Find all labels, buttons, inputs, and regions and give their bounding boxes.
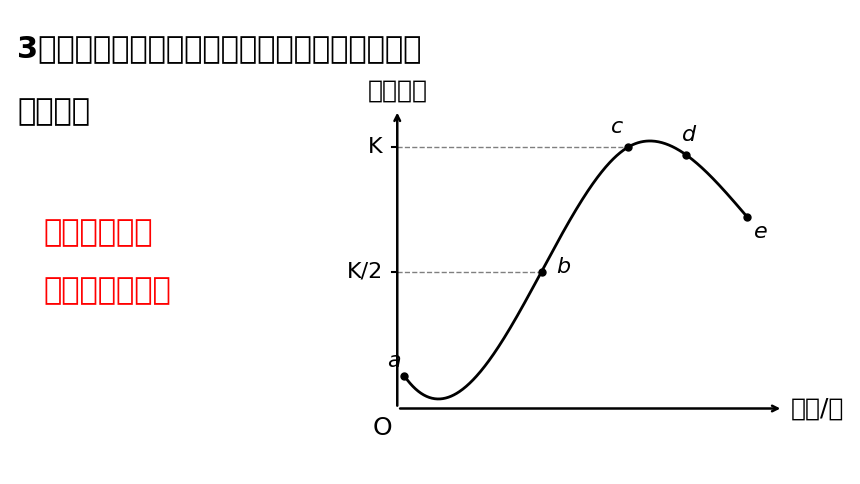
Text: O: O: [373, 416, 393, 440]
Text: e: e: [754, 222, 768, 242]
Text: 为什么？: 为什么？: [17, 97, 90, 126]
Text: d: d: [682, 125, 697, 145]
Text: 先增加后减少。: 先增加后减少。: [43, 276, 171, 305]
Text: 酵母菌的数目: 酵母菌的数目: [43, 218, 152, 247]
Text: K/2: K/2: [347, 261, 383, 282]
Text: 种群数量: 种群数量: [367, 78, 427, 102]
Text: 3、酿酒过程中酵母菌数量变化的情况是怎样的？: 3、酿酒过程中酵母菌数量变化的情况是怎样的？: [17, 34, 421, 63]
Text: b: b: [556, 257, 570, 277]
Text: a: a: [387, 351, 401, 371]
Text: 时间/天: 时间/天: [790, 396, 844, 421]
Text: K: K: [368, 137, 383, 157]
Text: c: c: [611, 117, 623, 137]
